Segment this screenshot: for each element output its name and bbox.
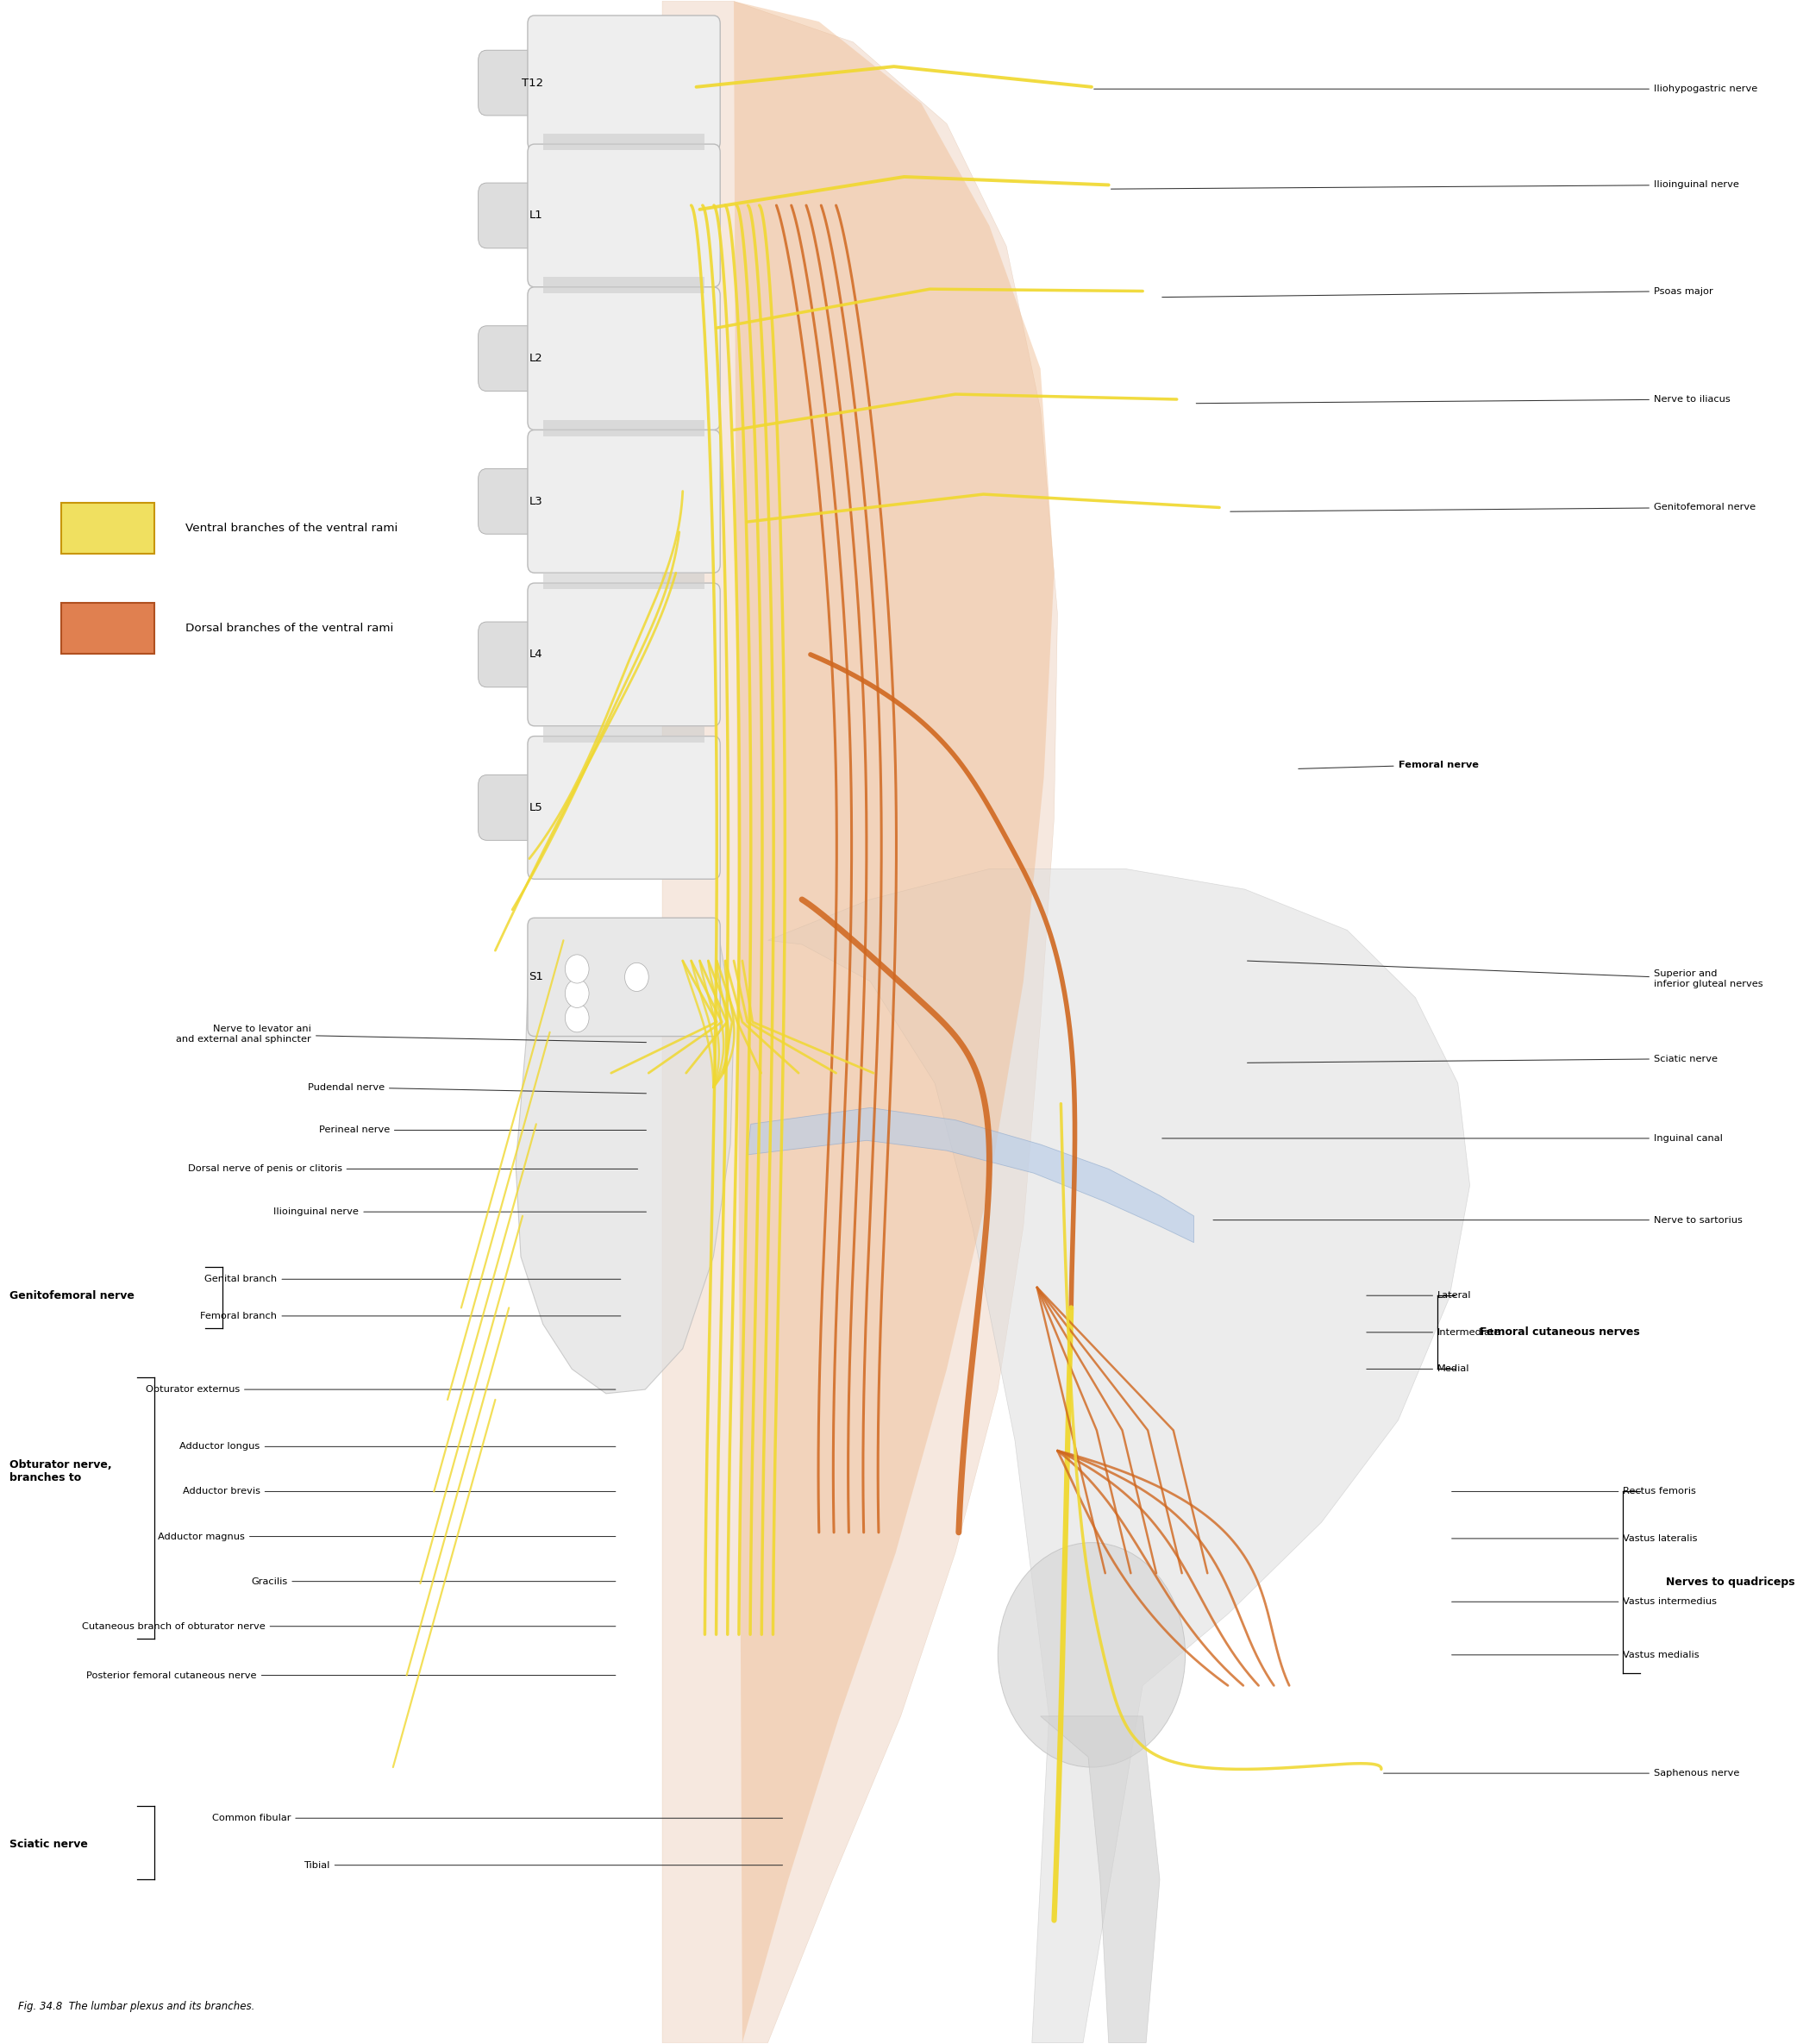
Text: Adductor magnus: Adductor magnus: [159, 1533, 615, 1541]
Text: Cutaneous branch of obturator nerve: Cutaneous branch of obturator nerve: [81, 1623, 615, 1631]
FancyBboxPatch shape: [478, 325, 546, 390]
Text: Ilioinguinal nerve: Ilioinguinal nerve: [274, 1208, 645, 1216]
Text: Inguinal canal: Inguinal canal: [1163, 1134, 1722, 1143]
Polygon shape: [662, 2, 1058, 2042]
FancyBboxPatch shape: [478, 468, 546, 533]
Text: Psoas major: Psoas major: [1163, 286, 1713, 296]
FancyBboxPatch shape: [528, 736, 719, 879]
Polygon shape: [748, 1108, 1194, 1243]
Text: Tibial: Tibial: [305, 1860, 783, 1870]
Text: L5: L5: [530, 801, 543, 814]
Text: Ventral branches of the ventral rami: Ventral branches of the ventral rami: [186, 523, 397, 533]
Text: Femoral nerve: Femoral nerve: [1298, 760, 1478, 769]
Text: Iliohypogastric nerve: Iliohypogastric nerve: [1094, 84, 1758, 94]
Polygon shape: [516, 924, 734, 1394]
Circle shape: [626, 963, 649, 991]
Polygon shape: [734, 2, 1055, 2042]
Text: Lateral: Lateral: [1367, 1292, 1471, 1300]
Text: Adductor longus: Adductor longus: [180, 1443, 615, 1451]
Bar: [543, 276, 705, 292]
Text: Rectus femoris: Rectus femoris: [1451, 1488, 1697, 1496]
Text: L1: L1: [530, 211, 543, 221]
FancyBboxPatch shape: [528, 145, 719, 286]
Text: Superior and
inferior gluteal nerves: Superior and inferior gluteal nerves: [1248, 961, 1763, 989]
Text: Vastus lateralis: Vastus lateralis: [1451, 1535, 1698, 1543]
FancyBboxPatch shape: [478, 51, 546, 117]
Text: L4: L4: [530, 648, 543, 660]
Text: Posterior femoral cutaneous nerve: Posterior femoral cutaneous nerve: [87, 1672, 615, 1680]
FancyBboxPatch shape: [528, 918, 719, 1036]
FancyBboxPatch shape: [528, 286, 719, 429]
FancyBboxPatch shape: [478, 621, 546, 687]
FancyBboxPatch shape: [528, 16, 719, 151]
Circle shape: [564, 1004, 590, 1032]
Text: Nerve to iliacus: Nerve to iliacus: [1195, 394, 1731, 403]
Bar: [543, 572, 705, 589]
Text: Dorsal nerve of penis or clitoris: Dorsal nerve of penis or clitoris: [188, 1165, 638, 1173]
Text: Perineal nerve: Perineal nerve: [319, 1126, 645, 1134]
Text: T12: T12: [521, 78, 543, 88]
Text: Nerves to quadriceps: Nerves to quadriceps: [1666, 1576, 1794, 1588]
Circle shape: [564, 955, 590, 983]
Bar: [61, 503, 155, 554]
Text: S1: S1: [528, 971, 543, 983]
Text: Nerve to sartorius: Nerve to sartorius: [1213, 1216, 1742, 1224]
FancyBboxPatch shape: [528, 429, 719, 572]
Text: Genitofemoral nerve: Genitofemoral nerve: [1230, 503, 1756, 511]
Text: Femoral branch: Femoral branch: [200, 1312, 620, 1320]
Text: Sciatic nerve: Sciatic nerve: [1248, 1055, 1718, 1063]
Text: Genitofemoral nerve: Genitofemoral nerve: [9, 1290, 135, 1302]
Text: Femoral cutaneous nerves: Femoral cutaneous nerves: [1480, 1327, 1641, 1339]
Text: Adductor brevis: Adductor brevis: [182, 1488, 615, 1496]
Text: Obturator externus: Obturator externus: [146, 1386, 615, 1394]
Text: L2: L2: [530, 354, 543, 364]
Circle shape: [564, 979, 590, 1008]
Text: Intermediate: Intermediate: [1367, 1329, 1500, 1337]
Text: Common fibular: Common fibular: [213, 1813, 783, 1823]
Text: Dorsal branches of the ventral rami: Dorsal branches of the ventral rami: [186, 621, 393, 634]
Text: L3: L3: [530, 497, 543, 507]
Text: Nerve to levator ani
and external anal sphincter: Nerve to levator ani and external anal s…: [177, 1024, 645, 1044]
Bar: [543, 726, 705, 742]
Text: Medial: Medial: [1367, 1365, 1469, 1374]
Polygon shape: [768, 869, 1469, 2042]
Text: Ilioinguinal nerve: Ilioinguinal nerve: [1111, 180, 1740, 190]
Text: Gracilis: Gracilis: [251, 1578, 615, 1586]
Text: Genital branch: Genital branch: [206, 1275, 620, 1284]
Text: Pudendal nerve: Pudendal nerve: [308, 1083, 645, 1094]
Bar: [543, 419, 705, 435]
FancyBboxPatch shape: [528, 583, 719, 726]
Text: Obturator nerve,
branches to: Obturator nerve, branches to: [9, 1459, 112, 1484]
Text: Sciatic nerve: Sciatic nerve: [9, 1840, 88, 1850]
Polygon shape: [1040, 1717, 1159, 2042]
Bar: [61, 603, 155, 654]
Text: Saphenous nerve: Saphenous nerve: [1383, 1768, 1740, 1778]
FancyBboxPatch shape: [478, 182, 546, 247]
Text: Vastus intermedius: Vastus intermedius: [1451, 1598, 1716, 1607]
Circle shape: [997, 1543, 1185, 1768]
Bar: [543, 135, 705, 151]
FancyBboxPatch shape: [478, 775, 546, 840]
Text: Fig. 34.8  The lumbar plexus and its branches.: Fig. 34.8 The lumbar plexus and its bran…: [18, 2001, 254, 2011]
Text: Vastus medialis: Vastus medialis: [1451, 1652, 1700, 1660]
